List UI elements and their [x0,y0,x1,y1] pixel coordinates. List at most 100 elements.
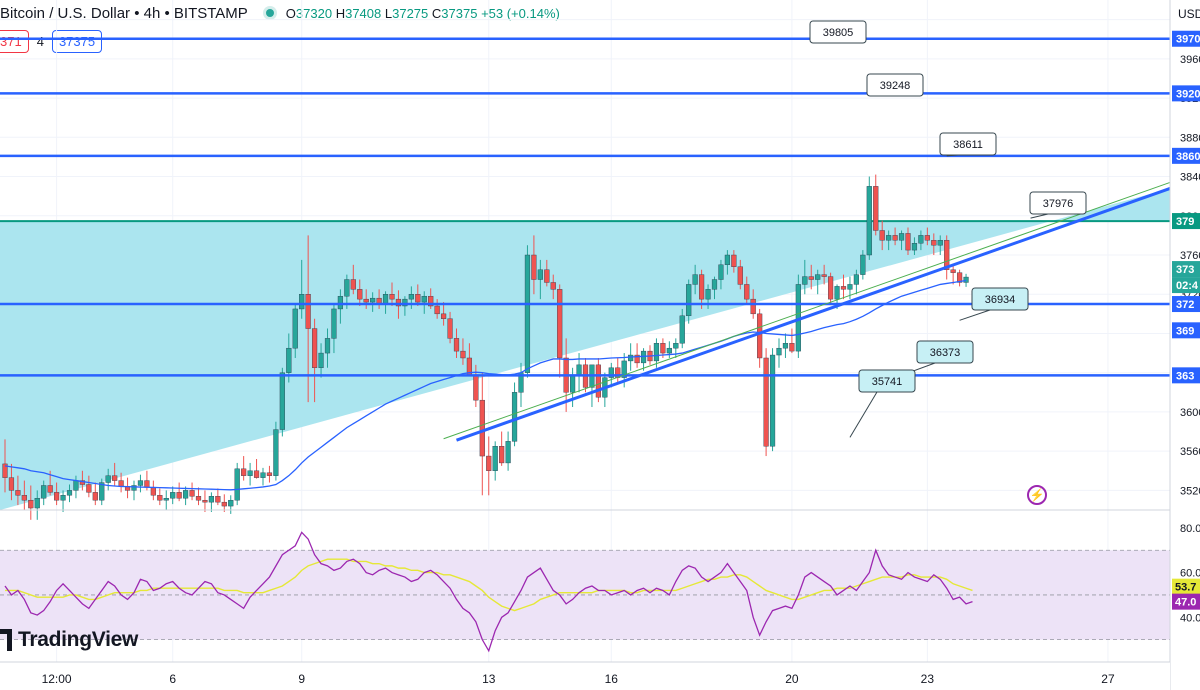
candle-body [634,354,640,364]
tradingview-logo: TradingView [0,628,138,652]
candle-body [621,360,627,378]
candle-body [202,499,208,503]
rsi-tick: 80.0 [1180,523,1200,535]
candle-body [163,498,169,501]
level-label: 38611 [953,139,983,151]
candle-body [737,266,743,285]
candle-body [447,318,453,339]
zones [0,188,1170,511]
level-label: 39248 [880,80,911,92]
candle-body [363,298,369,303]
candle-body [828,276,834,300]
candle-body [41,485,47,499]
candle-body [408,294,414,300]
callout-pointer [959,309,991,321]
price-axis-tag [1172,277,1200,294]
candle-body [918,235,924,244]
candle-body [395,298,402,307]
price-axis-tag [1172,213,1200,230]
rsi-tick: 60.0 [1180,568,1200,580]
price-tick: 3520 [1180,485,1200,497]
candle-body [182,490,189,499]
close-value: 37375 [441,5,478,21]
candle-body [898,233,905,241]
rsi-panel [0,509,1170,653]
candle-body [666,347,672,354]
candle-body [524,254,531,373]
level-label: 36373 [930,347,961,359]
high-value: 37408 [345,5,382,21]
price-tick: 3600 [1180,407,1200,419]
candle-body [247,470,253,476]
candle-body [421,295,427,303]
flash-icon[interactable]: ⚡ [1027,485,1047,505]
rsi-axis-tag [1172,578,1200,595]
levels: 39805 39248 38611 37976 36934 36373 35741 [0,20,1171,442]
candle-body [34,498,40,509]
candle-body [215,496,221,503]
level-callout [809,20,867,44]
channel-zone [0,188,1170,511]
candle-body [705,289,711,300]
candle-body [873,186,879,231]
candle-body [860,254,866,275]
candle-body [47,485,53,493]
candle-body [886,235,892,241]
time-tick: 20 [785,672,799,686]
candle-body [731,254,737,267]
candle-body [60,495,66,501]
candle-body [963,276,969,283]
open-value: 37320 [295,5,333,21]
candle-body [511,392,518,442]
candle-body [757,313,763,359]
level-callout [858,369,916,393]
candle-body [769,354,776,447]
candle-body [679,315,685,344]
candle-body [441,313,447,319]
candle-body [350,279,356,290]
candle-body [944,240,950,270]
candle-body [415,294,421,303]
candle-body [950,269,956,273]
time-tick: 9 [298,672,305,686]
candle-body [744,284,750,300]
candle-body [266,472,273,476]
price-axis-tag-label: 372 [1176,299,1194,311]
candle-body [331,308,337,339]
candle-body [292,308,298,349]
candle-body [73,480,79,491]
candle-body [131,485,137,491]
candle-body [144,480,150,488]
time-tick: 6 [169,672,176,686]
candle-body [66,490,73,496]
candle-body [253,470,260,478]
candle-body [279,372,285,430]
candle-body [692,274,698,285]
candle-body [8,477,15,491]
candle-body [473,374,479,401]
candle-body [537,269,543,280]
candle-body [847,284,853,290]
candle-body [137,480,144,486]
candle-body [782,343,789,349]
candle-body [763,357,769,447]
price-axis-bg [1170,0,1200,690]
candle-body [273,429,279,476]
candle-body [195,496,202,501]
moving-average [4,279,967,491]
time-tick: 13 [482,672,496,686]
price-tick: 3760 [1180,250,1200,262]
candle-body [337,295,344,310]
candle-body [673,343,679,349]
candle-body [228,499,234,507]
time-tick: 27 [1101,672,1115,686]
candle-body [312,328,318,368]
candle-body [208,496,215,503]
candle-body [170,492,176,499]
symbol-title[interactable]: Bitcoin / U.S. Dollar • 4h • BITSTAMP [0,4,248,22]
level-label: 36934 [985,294,1016,306]
candle-body [286,347,292,373]
time-tick: 16 [605,672,619,686]
